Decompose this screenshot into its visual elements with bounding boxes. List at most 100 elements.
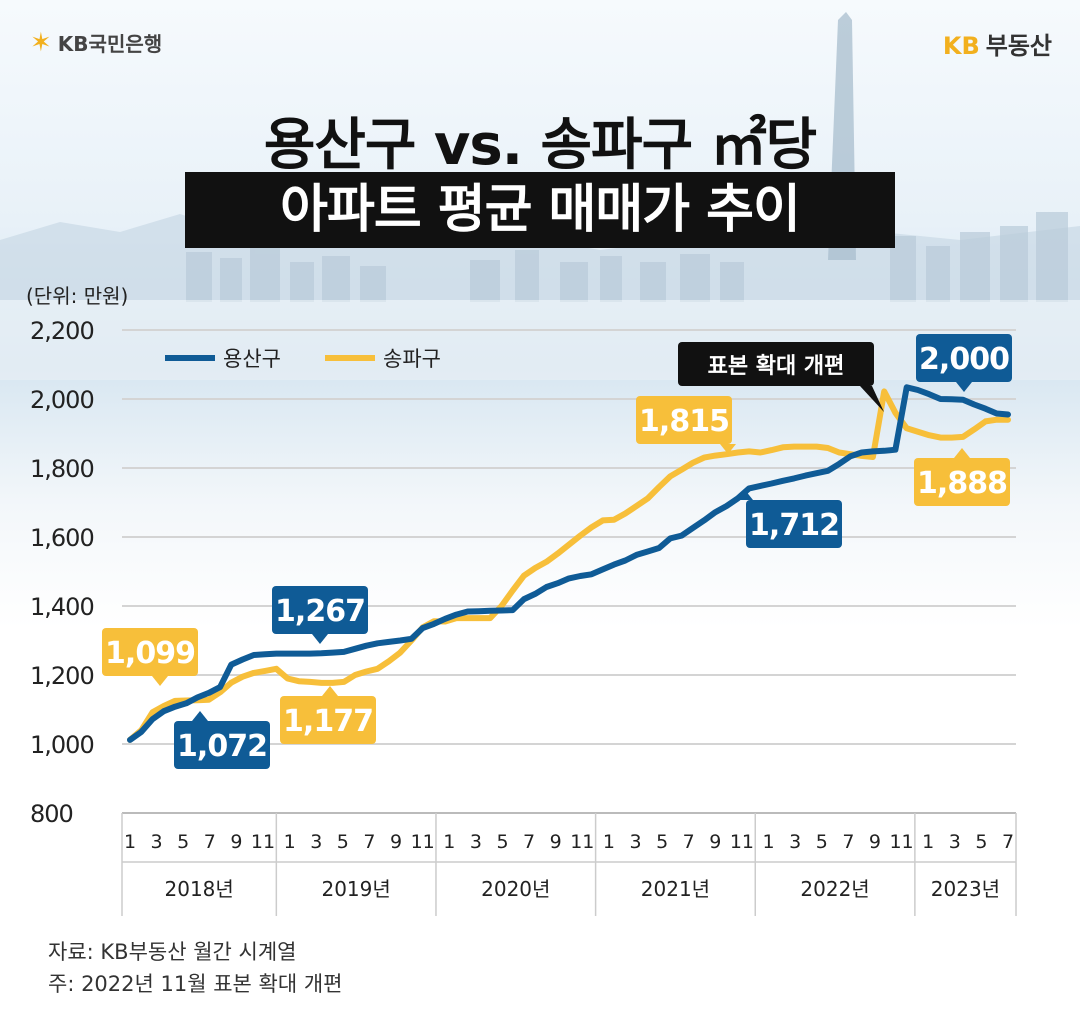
x-tick-label-month: 9 [390,831,402,853]
kb-bank-logo-text: KB국민은행 [57,32,163,56]
x-tick-label-month: 5 [975,831,987,853]
x-tick-label-month: 1 [124,831,136,853]
data-label-5: 1,712 [737,490,842,548]
chart-title-line2: 아파트 평균 매매가 추이 [185,172,895,248]
data-label-pointer [720,444,736,454]
data-label-2: 1,267 [272,586,368,644]
kb-star-icon: ✶ [30,27,52,58]
chart-title-line1: 용산구 vs. 송파구 ㎡당 [263,113,817,178]
survey-revision-callout: 표본 확대 개편 [678,342,884,412]
x-tick-label-month: 1 [603,831,615,853]
y-tick-label: 1,800 [30,455,94,483]
kb-realestate-logo-text: 부동산 [985,32,1052,60]
legend-label: 용산구 [223,347,281,371]
data-label-4: 1,815 [636,396,736,454]
unit-label: (단위: 만원) [26,284,129,308]
x-tick-label-month: 7 [842,831,854,853]
data-label-7: 1,888 [914,448,1010,506]
data-label-box [174,721,270,769]
callout-text: 표본 확대 개편 [708,354,845,379]
data-label-value: 1,267 [275,594,365,629]
data-label-0: 1,099 [102,628,198,686]
y-tick-label: 1,400 [30,593,94,621]
legend-label: 송파구 [383,347,441,371]
source-line-2: 주: 2022년 11월 표본 확대 개편 [48,972,343,996]
x-tick-label-month: 11 [570,831,594,853]
x-tick-label-month: 5 [816,831,828,853]
data-label-box [746,500,842,548]
data-label-box [280,696,376,744]
x-tick-label-year: 2022년 [800,877,869,901]
x-tick-label-month: 7 [363,831,375,853]
x-tick-label-month: 9 [869,831,881,853]
source-line-1: 자료: KB부동산 월간 시계열 [48,940,297,964]
data-label-value: 2,000 [919,342,1009,377]
x-tick-label-month: 9 [230,831,242,853]
x-tick-label-month: 7 [1002,831,1014,853]
x-tick-label-month: 3 [789,831,801,853]
data-label-pointer [152,676,168,686]
data-label-pointer [956,382,972,392]
x-tick-label-month: 1 [922,831,934,853]
y-tick-label: 1,000 [30,731,94,759]
x-tick-label-year: 2020년 [481,877,550,901]
data-label-value: 1,815 [639,404,729,439]
x-tick-label-year: 2018년 [165,877,234,901]
x-tick-label-month: 7 [683,831,695,853]
x-tick-label-month: 11 [889,831,913,853]
kb-bank-logo: ✶ KB국민은행 [30,28,162,57]
data-label-pointer [737,490,753,500]
x-tick-label-month: 3 [470,831,482,853]
x-tick-label-month: 11 [411,831,435,853]
x-tick-label-month: 11 [251,831,275,853]
data-label-value: 1,712 [749,508,839,543]
data-label-6: 2,000 [916,334,1012,392]
x-tick-label-month: 9 [709,831,721,853]
x-tick-label-month: 3 [310,831,322,853]
data-label-box [914,458,1010,506]
kb-realestate-logo: KB 부동산 [943,26,1052,61]
data-label-box [636,396,732,444]
y-tick-label: 2,200 [30,317,94,345]
x-tick-label-month: 3 [629,831,641,853]
x-tick-label-year: 2021년 [641,877,710,901]
data-label-box [916,334,1012,382]
x-tick-label-month: 1 [284,831,296,853]
callout-box [678,342,874,386]
x-tick-label-month: 5 [656,831,668,853]
callout-pointer [860,386,884,412]
data-label-pointer [312,634,328,644]
x-tick-label-month: 7 [204,831,216,853]
data-label-1: 1,072 [174,711,270,769]
x-tick-label-month: 5 [337,831,349,853]
x-tick-label-month: 3 [151,831,163,853]
x-tick-label-year: 2019년 [321,877,390,901]
data-label-box [102,628,198,676]
y-tick-label: 1,200 [30,662,94,690]
source-note: 자료: KB부동산 월간 시계열 주: 2022년 11월 표본 확대 개편 [48,936,343,1000]
x-tick-label-month: 5 [496,831,508,853]
y-tick-label: 2,000 [30,386,94,414]
data-label-pointer [322,686,338,696]
data-label-pointer [192,711,208,721]
data-label-value: 1,177 [283,704,373,739]
x-tick-label-month: 5 [177,831,189,853]
data-label-value: 1,099 [105,636,195,671]
x-tick-label-year: 2023년 [931,877,1000,901]
series-line-yongsan [127,384,1011,743]
x-tick-label-month: 1 [762,831,774,853]
data-label-value: 1,888 [917,466,1007,501]
series-line-songpa [127,388,1011,743]
y-tick-label: 800 [30,800,73,828]
data-label-pointer [954,448,970,458]
data-label-value: 1,072 [177,729,267,764]
data-label-box [272,586,368,634]
x-tick-label-month: 11 [730,831,754,853]
kb-realestate-logo-kb: KB [942,32,980,60]
x-tick-label-month: 7 [523,831,535,853]
x-tick-label-month: 1 [443,831,455,853]
data-label-3: 1,177 [280,686,376,744]
x-tick-label-month: 3 [949,831,961,853]
